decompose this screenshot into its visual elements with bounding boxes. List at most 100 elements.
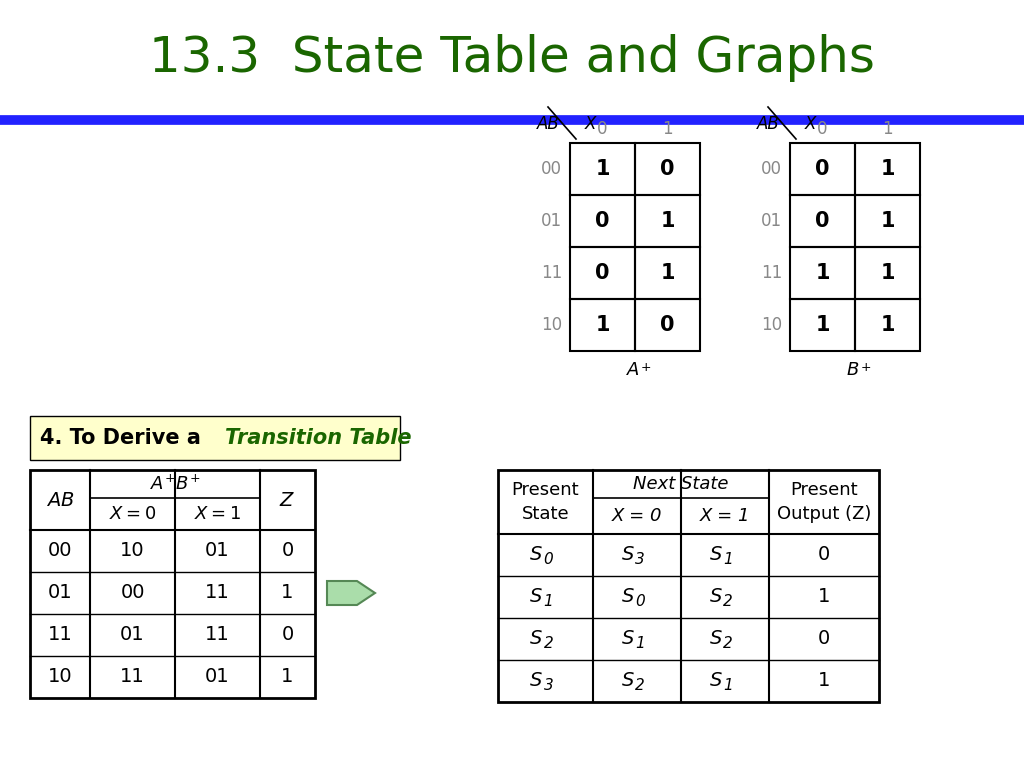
Text: 10: 10 bbox=[761, 316, 782, 334]
Text: S: S bbox=[530, 587, 543, 605]
Text: 1: 1 bbox=[883, 120, 893, 138]
Text: 0: 0 bbox=[635, 594, 645, 608]
Text: 1: 1 bbox=[544, 594, 553, 608]
Text: 3: 3 bbox=[544, 677, 553, 693]
Text: S: S bbox=[710, 587, 722, 605]
Text: A: A bbox=[627, 361, 639, 379]
Text: 2: 2 bbox=[635, 677, 645, 693]
Bar bbox=[790, 299, 855, 351]
Text: 01: 01 bbox=[120, 625, 144, 644]
Text: AB: AB bbox=[758, 115, 780, 133]
FancyArrow shape bbox=[327, 581, 375, 605]
Text: 11: 11 bbox=[761, 264, 782, 282]
Text: 11: 11 bbox=[541, 264, 562, 282]
Text: 1: 1 bbox=[282, 584, 294, 603]
Text: Present
Output (Z): Present Output (Z) bbox=[777, 482, 871, 523]
Text: 10: 10 bbox=[48, 667, 73, 687]
Text: X: X bbox=[585, 115, 596, 133]
Bar bbox=[570, 195, 635, 247]
Text: S: S bbox=[622, 545, 634, 564]
Text: 00: 00 bbox=[541, 160, 562, 178]
Text: Transition Table: Transition Table bbox=[225, 428, 412, 448]
Text: Next State: Next State bbox=[633, 475, 729, 493]
Text: 0: 0 bbox=[815, 159, 829, 179]
Text: 1: 1 bbox=[881, 315, 895, 335]
Bar bbox=[790, 195, 855, 247]
Text: 0: 0 bbox=[660, 315, 675, 335]
Text: AB: AB bbox=[538, 115, 560, 133]
Text: S: S bbox=[530, 628, 543, 647]
Text: +: + bbox=[861, 361, 871, 374]
Text: 11: 11 bbox=[48, 625, 73, 644]
Bar bbox=[570, 247, 635, 299]
Bar bbox=[855, 299, 920, 351]
Text: 0: 0 bbox=[282, 625, 294, 644]
Text: 1: 1 bbox=[660, 263, 675, 283]
Text: 3: 3 bbox=[635, 551, 645, 567]
Bar bbox=[570, 143, 635, 195]
Bar bbox=[855, 247, 920, 299]
Text: 0: 0 bbox=[595, 211, 609, 231]
Text: $A^{+}B^{+}$: $A^{+}B^{+}$ bbox=[150, 475, 201, 494]
Text: 1: 1 bbox=[818, 588, 830, 607]
Text: 1: 1 bbox=[663, 120, 673, 138]
Text: 1: 1 bbox=[723, 551, 733, 567]
Text: S: S bbox=[710, 670, 722, 690]
Bar bbox=[30, 470, 315, 698]
Text: 0: 0 bbox=[815, 211, 829, 231]
Text: Present
State: Present State bbox=[512, 482, 580, 523]
Text: 1: 1 bbox=[881, 159, 895, 179]
Text: 01: 01 bbox=[205, 667, 229, 687]
Text: 4. To Derive a: 4. To Derive a bbox=[40, 428, 208, 448]
Text: S: S bbox=[710, 628, 722, 647]
Text: 11: 11 bbox=[205, 584, 229, 603]
Text: 11: 11 bbox=[120, 667, 144, 687]
Text: 2: 2 bbox=[544, 635, 553, 650]
Bar bbox=[30, 416, 400, 460]
Text: 0: 0 bbox=[595, 263, 609, 283]
Text: 10: 10 bbox=[541, 316, 562, 334]
Text: 11: 11 bbox=[205, 625, 229, 644]
Text: S: S bbox=[530, 670, 543, 690]
Text: 1: 1 bbox=[660, 211, 675, 231]
Text: X: X bbox=[805, 115, 816, 133]
Text: 1: 1 bbox=[282, 667, 294, 687]
Text: 00: 00 bbox=[48, 541, 73, 561]
Text: S: S bbox=[622, 628, 634, 647]
Bar bbox=[855, 195, 920, 247]
Text: 0: 0 bbox=[818, 545, 830, 564]
Text: $X = 1$: $X = 1$ bbox=[194, 505, 241, 523]
Text: 01: 01 bbox=[205, 541, 229, 561]
Bar bbox=[498, 470, 879, 702]
Bar bbox=[635, 195, 700, 247]
Text: 0: 0 bbox=[660, 159, 675, 179]
Text: 2: 2 bbox=[723, 635, 733, 650]
Text: 1: 1 bbox=[723, 677, 733, 693]
Bar bbox=[790, 247, 855, 299]
Bar bbox=[790, 143, 855, 195]
Text: 2: 2 bbox=[723, 594, 733, 608]
Text: 1: 1 bbox=[881, 211, 895, 231]
Text: 0: 0 bbox=[817, 120, 827, 138]
Text: 1: 1 bbox=[818, 671, 830, 690]
Text: +: + bbox=[641, 361, 651, 374]
Text: 01: 01 bbox=[541, 212, 562, 230]
Text: 0: 0 bbox=[282, 541, 294, 561]
Text: 00: 00 bbox=[120, 584, 144, 603]
Text: 1: 1 bbox=[595, 159, 609, 179]
Bar bbox=[570, 299, 635, 351]
Text: $X = 0$: $X = 0$ bbox=[109, 505, 156, 523]
Text: 0: 0 bbox=[544, 551, 553, 567]
Bar bbox=[635, 247, 700, 299]
Text: 0: 0 bbox=[597, 120, 608, 138]
Text: $Z$: $Z$ bbox=[280, 491, 296, 509]
Bar bbox=[635, 299, 700, 351]
Text: 10: 10 bbox=[120, 541, 144, 561]
Text: S: S bbox=[622, 670, 634, 690]
Text: 01: 01 bbox=[48, 584, 73, 603]
Text: 1: 1 bbox=[815, 315, 829, 335]
Text: X = 1: X = 1 bbox=[699, 507, 751, 525]
Text: 1: 1 bbox=[635, 635, 645, 650]
Text: S: S bbox=[622, 587, 634, 605]
Text: 1: 1 bbox=[881, 263, 895, 283]
